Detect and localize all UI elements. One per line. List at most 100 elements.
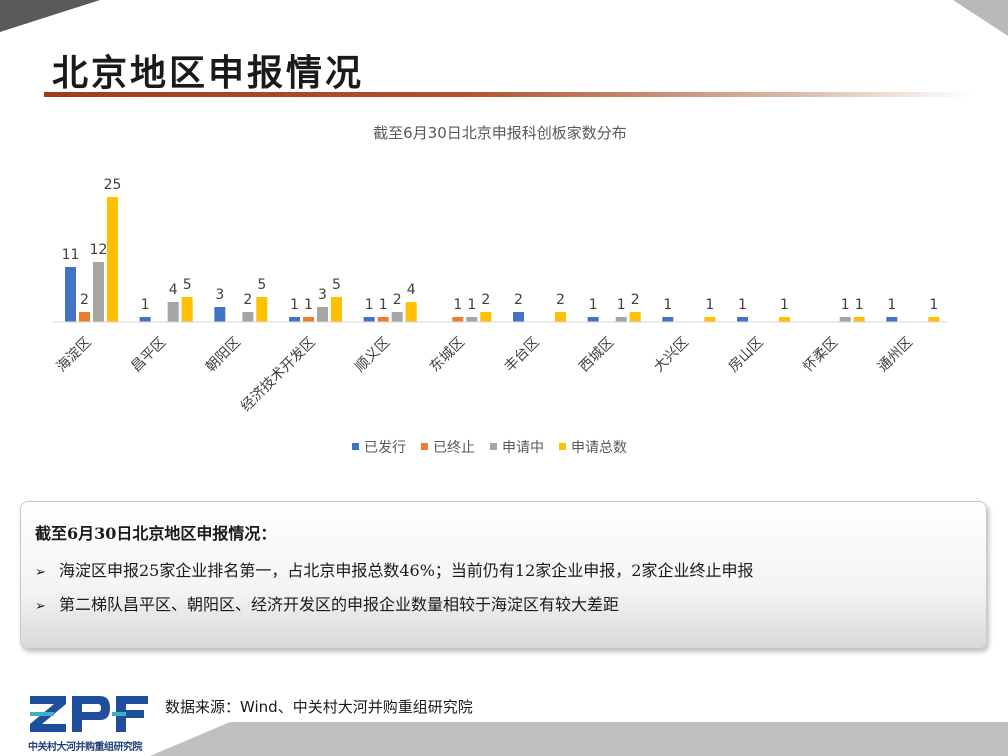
bar	[256, 297, 268, 322]
data-label: 1	[855, 297, 864, 313]
category-label: 昌平区	[128, 334, 169, 375]
data-label: 5	[257, 277, 266, 293]
data-label: 1	[365, 297, 374, 313]
data-label: 1	[780, 297, 789, 313]
category-label: 大兴区	[651, 334, 692, 375]
page-title: 北京地区申报情况	[52, 52, 365, 94]
data-source: 数据来源：Wind、中关村大河并购重组研究院	[165, 698, 473, 716]
legend-swatch	[421, 443, 428, 450]
data-label: 1	[467, 297, 476, 313]
bar	[289, 317, 300, 322]
bar	[167, 302, 179, 322]
category-label: 海淀区	[54, 334, 95, 375]
data-label: 4	[407, 282, 416, 298]
data-label: 5	[332, 277, 341, 293]
data-label: 1	[141, 297, 150, 313]
bar	[629, 312, 641, 322]
legend-swatch	[559, 443, 566, 450]
category-label: 房山区	[726, 334, 767, 375]
logo-caption: 中关村大河并购重组研究院	[28, 742, 143, 753]
bar	[405, 302, 417, 322]
legend: 已发行 已终止 申请中 申请总数	[352, 440, 627, 456]
bar	[242, 312, 254, 322]
summary-heading: 截至6月30日北京地区申报情况：	[35, 524, 277, 543]
data-label: 1	[617, 297, 626, 313]
bar	[214, 307, 226, 322]
bar	[587, 317, 599, 322]
bar	[555, 312, 566, 322]
category-label: 丰台区	[502, 334, 543, 375]
data-label: 1	[663, 297, 672, 313]
data-label: 2	[481, 292, 490, 308]
data-label: 1	[304, 297, 313, 313]
bar	[480, 312, 492, 322]
bar	[779, 317, 790, 322]
bar	[662, 317, 674, 322]
data-label: 25	[104, 177, 122, 193]
bar	[79, 312, 90, 322]
category-label: 东城区	[427, 334, 468, 375]
data-label: 2	[556, 292, 565, 308]
category-label: 通州区	[875, 334, 916, 375]
bar	[513, 312, 524, 322]
data-label: 1	[841, 297, 850, 313]
category-label: 顺义区	[352, 334, 393, 375]
legend-swatch	[490, 443, 497, 450]
data-label: 12	[90, 242, 108, 258]
zpf-logo	[30, 696, 148, 732]
data-label: 3	[318, 287, 327, 303]
bar	[303, 317, 314, 322]
summary-item-text: 第二梯队昌平区、朝阳区、经济开发区的申报企业数量相较于海淀区有较大差距	[59, 595, 620, 614]
legend-swatch	[352, 443, 359, 450]
data-label: 5	[183, 277, 192, 293]
bar	[928, 317, 940, 322]
bar	[452, 317, 464, 322]
bar	[839, 317, 851, 322]
legend-label: 申请总数	[571, 440, 627, 456]
summary-item: ➢ 海淀区申报25家企业排名第一，占北京申报总数46%；当前仍有12家企业申报，2…	[35, 557, 753, 581]
corner-decoration-right	[953, 0, 1008, 36]
legend-label: 已终止	[433, 440, 475, 456]
title-underline	[44, 92, 974, 97]
data-label: 1	[738, 297, 747, 313]
summary-item-text: 海淀区申报25家企业排名第一，占北京申报总数46%；当前仍有12家企业申报，2家…	[59, 561, 754, 580]
bar	[107, 197, 118, 322]
data-label: 11	[62, 247, 80, 263]
bar	[704, 317, 716, 322]
data-label: 1	[379, 297, 388, 313]
data-label: 1	[589, 297, 598, 313]
legend-label: 已发行	[364, 440, 406, 456]
data-label: 2	[243, 292, 252, 308]
data-label: 2	[631, 292, 640, 308]
data-label: 1	[290, 297, 299, 313]
corner-decoration-left	[0, 0, 100, 32]
bullet-arrow-icon: ➢	[35, 599, 46, 614]
summary-item: ➢ 第二梯队昌平区、朝阳区、经济开发区的申报企业数量相较于海淀区有较大差距	[35, 591, 619, 615]
data-label: 2	[393, 292, 402, 308]
category-label: 怀柔区	[800, 334, 841, 375]
bar	[466, 317, 478, 322]
bar	[139, 317, 151, 322]
bar	[363, 317, 375, 322]
bar	[377, 317, 389, 322]
data-label: 4	[169, 282, 178, 298]
data-label: 2	[80, 292, 89, 308]
data-label: 3	[215, 287, 224, 303]
bar	[331, 297, 342, 322]
category-label: 经济技术开发区	[238, 334, 319, 415]
bar	[886, 317, 898, 322]
footer-bar	[150, 722, 1008, 756]
chart-title: 截至6月30日北京申报科创板家数分布	[373, 124, 627, 142]
bar	[93, 262, 104, 322]
data-label: 1	[705, 297, 714, 313]
data-label: 1	[453, 297, 462, 313]
legend-label: 申请中	[502, 440, 544, 456]
data-label: 1	[929, 297, 938, 313]
bar	[181, 297, 193, 322]
bar	[615, 317, 627, 322]
bullet-arrow-icon: ➢	[35, 565, 46, 580]
bar	[317, 307, 328, 322]
